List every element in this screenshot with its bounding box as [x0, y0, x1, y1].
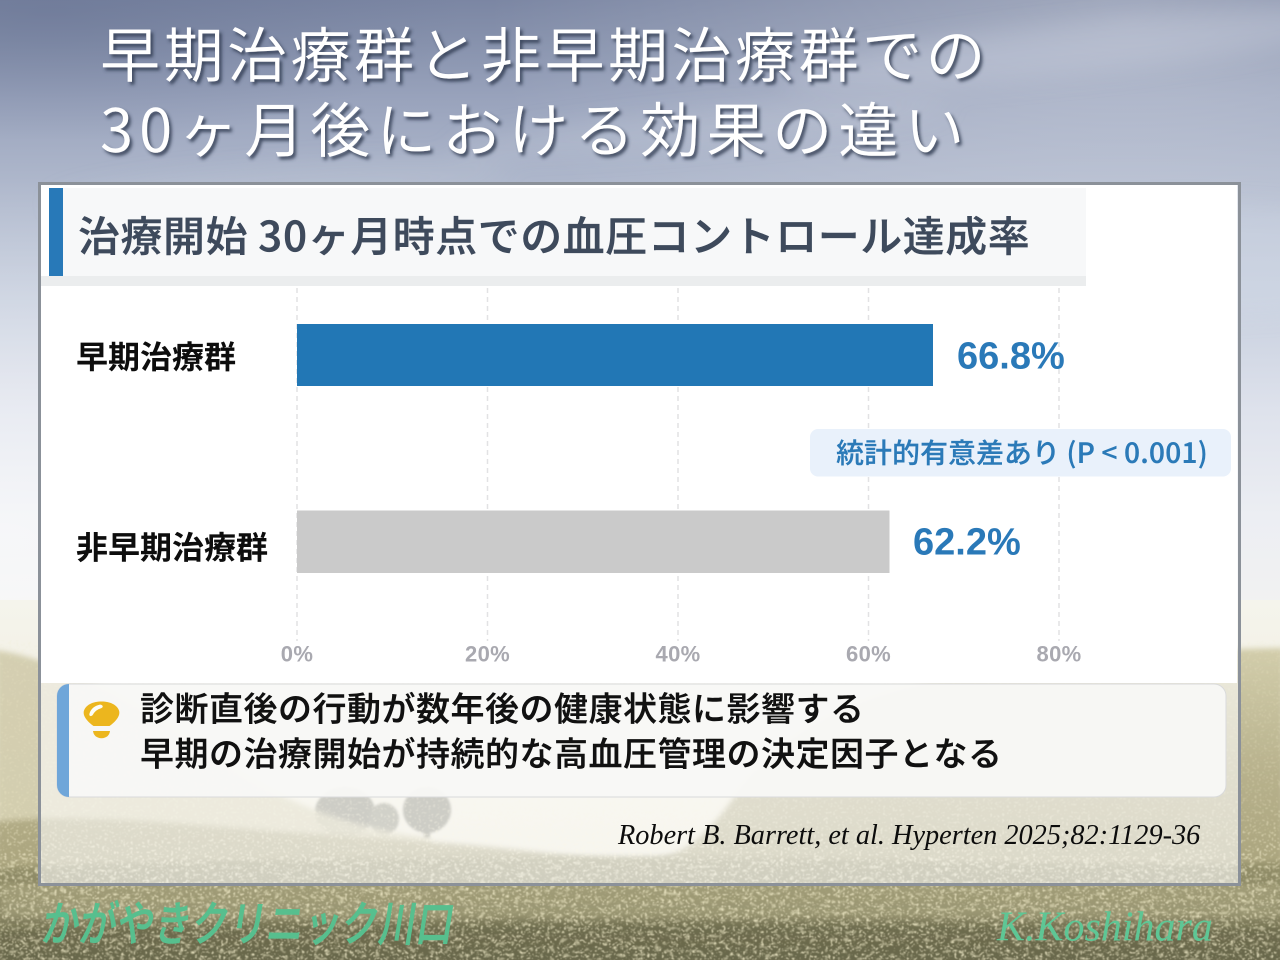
svg-text:0%: 0%	[281, 642, 313, 667]
svg-text:60%: 60%	[846, 642, 891, 667]
svg-text:20%: 20%	[465, 642, 510, 667]
svg-text:80%: 80%	[1037, 642, 1082, 667]
svg-text:K.Koshihara: K.Koshihara	[996, 905, 1213, 951]
svg-text:40%: 40%	[656, 642, 701, 667]
svg-text:62.2%: 62.2%	[913, 522, 1021, 564]
svg-text:66.8%: 66.8%	[957, 336, 1065, 378]
svg-text:Robert B. Barrett, et al. Hype: Robert B. Barrett, et al. Hyperten 2025;…	[617, 820, 1201, 851]
